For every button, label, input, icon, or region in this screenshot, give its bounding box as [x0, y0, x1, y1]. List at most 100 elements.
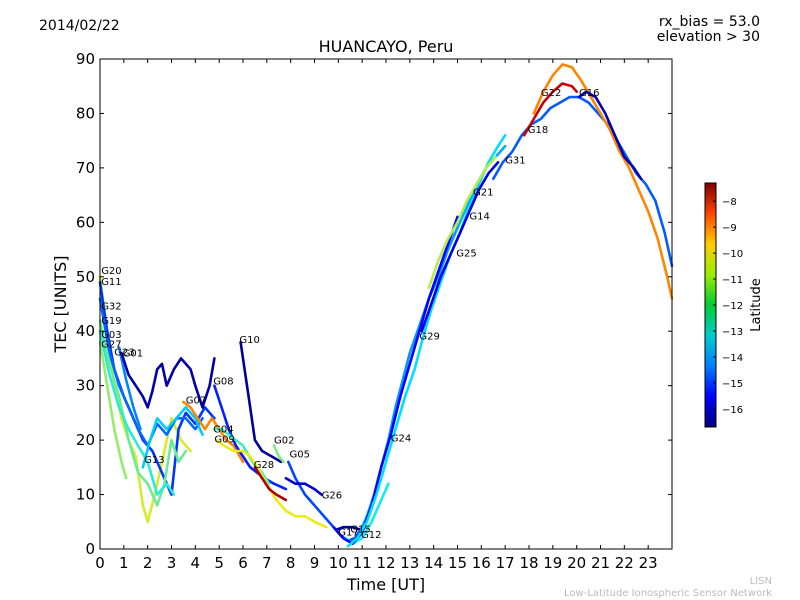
- series-g24: [332, 215, 459, 545]
- series-g10: [239, 340, 283, 464]
- series-label-g10: G10: [239, 335, 259, 346]
- y-axis-label: TEC [UNITS]: [51, 256, 70, 354]
- chart-title: HUANCAYO, Peru: [319, 37, 454, 56]
- series-label-g16: G16: [579, 88, 599, 99]
- x-tick-label: 15: [448, 554, 467, 572]
- colorbar-tick-label: −16: [722, 405, 743, 416]
- axis-layer: 0 1 2 3 4 5 6 7 8 9 10 11 12 13 14 15 16 17 18 19 20 21 22 2301…: [76, 50, 672, 572]
- series-label-g26: G26: [322, 490, 342, 501]
- x-tick-label: 21: [591, 554, 610, 572]
- series-label-g22: G22: [541, 88, 561, 99]
- y-tick-label: 90: [76, 50, 95, 68]
- colorbar-tick-label: −10: [722, 249, 743, 260]
- series-g07: [182, 400, 245, 464]
- series-g03: [98, 329, 176, 496]
- x-tick-label: 0: [95, 554, 105, 572]
- y-tick-label: 30: [76, 377, 95, 395]
- x-axis-label: Time [UT]: [346, 575, 425, 594]
- x-tick-label: 18: [519, 554, 538, 572]
- series-label-g12: G12: [361, 530, 381, 541]
- colorbar-tick-label: −14: [722, 353, 743, 364]
- y-tick-label: 40: [76, 322, 95, 340]
- colorbar-tick-label: −8: [722, 197, 737, 208]
- series-label-g04: G04: [213, 425, 233, 436]
- series-label-g09: G09: [214, 434, 234, 445]
- y-tick-label: 70: [76, 159, 95, 177]
- series-g26: [284, 476, 323, 496]
- series-g22: [532, 63, 674, 300]
- footer-network: Low-Latitude Ionospheric Sensor Network: [564, 588, 772, 599]
- series-label-g20: G20: [101, 266, 121, 277]
- series-g21: [427, 155, 497, 290]
- y-tick-label: 0: [85, 540, 95, 558]
- colorbar-tick-label: −11: [722, 275, 743, 286]
- series-g28: [253, 465, 288, 502]
- series-label-g08: G08: [213, 377, 233, 388]
- series-label-g13: G13: [144, 455, 164, 466]
- colorbar-tick-label: −12: [722, 301, 743, 312]
- x-tick-label: 9: [310, 554, 320, 572]
- series-label-g11: G11: [101, 277, 121, 288]
- series-label-g15: G15: [350, 525, 370, 536]
- series-label-g28: G28: [254, 460, 274, 471]
- series-label-g14: G14: [469, 212, 489, 223]
- series-g13: [141, 406, 204, 469]
- series-label-g23: G23: [114, 348, 134, 359]
- series-g16: [577, 90, 643, 181]
- x-tick-label: 14: [424, 554, 443, 572]
- series-label-g21: G21: [473, 188, 493, 199]
- plot-frame: [99, 58, 673, 550]
- series-label-g02: G02: [274, 435, 294, 446]
- x-tick-label: 10: [329, 554, 348, 572]
- y-tick-label: 20: [76, 431, 95, 449]
- elevation-label: elevation > 30: [656, 29, 760, 45]
- series-label-g05: G05: [290, 450, 310, 461]
- x-tick-label: 8: [286, 554, 296, 572]
- x-tick-label: 23: [639, 554, 658, 572]
- series-label-g07: G07: [186, 396, 206, 407]
- series-label-g24: G24: [391, 434, 411, 445]
- series-g08: [213, 384, 288, 491]
- series-g19: [98, 318, 188, 507]
- series-label-g29: G29: [419, 331, 439, 342]
- x-tick-label: 5: [214, 554, 224, 572]
- series-g05: [286, 460, 364, 543]
- x-tick-label: 11: [353, 554, 372, 572]
- y-tick-label: 80: [76, 104, 95, 122]
- series-g29: [346, 133, 507, 548]
- x-tick-label: 22: [615, 554, 634, 572]
- series-g01: [120, 351, 216, 409]
- x-tick-label: 16: [472, 554, 491, 572]
- x-tick-label: 3: [167, 554, 177, 572]
- series-g20: [98, 275, 192, 524]
- x-tick-label: 20: [567, 554, 586, 572]
- series-label-g19: G19: [101, 316, 121, 327]
- series-label-g17: G17: [338, 527, 358, 538]
- series-label-g18: G18: [528, 125, 548, 136]
- y-tick-label: 60: [76, 213, 95, 231]
- colorbar-tick-label: −9: [722, 223, 737, 234]
- series-g27: [98, 340, 128, 480]
- x-tick-label: 1: [119, 554, 129, 572]
- y-tick-label: 10: [76, 486, 95, 504]
- colorbar-tick-label: −13: [722, 327, 743, 338]
- series-g25: [420, 161, 500, 333]
- colorbar-tick-label: −15: [722, 379, 743, 390]
- series-label-g31: G31: [505, 156, 525, 167]
- x-tick-label: 6: [238, 554, 248, 572]
- colorbar-ticks: −8 −9 −10 −11 −12 −13 −14 −15 −16: [713, 197, 743, 416]
- series-label-g32: G32: [101, 301, 121, 312]
- series-label-g03: G03: [101, 330, 121, 341]
- series-g31: [491, 95, 674, 268]
- series-label-g27: G27: [101, 340, 121, 351]
- footer-lisn: LISN: [749, 576, 772, 587]
- series-g02: [272, 444, 285, 464]
- x-tick-label: 4: [191, 554, 201, 572]
- series-g23: [117, 346, 142, 431]
- colorbar-label: Latitude: [749, 278, 764, 332]
- series-label-g25: G25: [456, 249, 476, 260]
- x-tick-label: 2: [143, 554, 153, 572]
- series-g18: [522, 82, 579, 137]
